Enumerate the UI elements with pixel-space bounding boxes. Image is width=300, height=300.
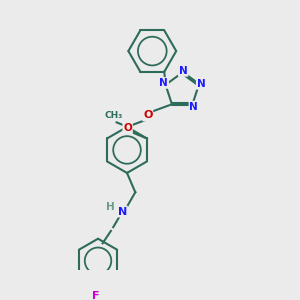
Text: N: N [118,207,127,217]
Text: H: H [106,202,115,212]
Text: N: N [197,79,206,89]
Text: N: N [190,102,198,112]
Text: O: O [123,123,132,133]
Text: N: N [159,78,168,88]
Text: CH₃: CH₃ [105,111,123,120]
Text: F: F [92,291,100,300]
Text: O: O [143,110,152,121]
Text: N: N [179,66,188,76]
